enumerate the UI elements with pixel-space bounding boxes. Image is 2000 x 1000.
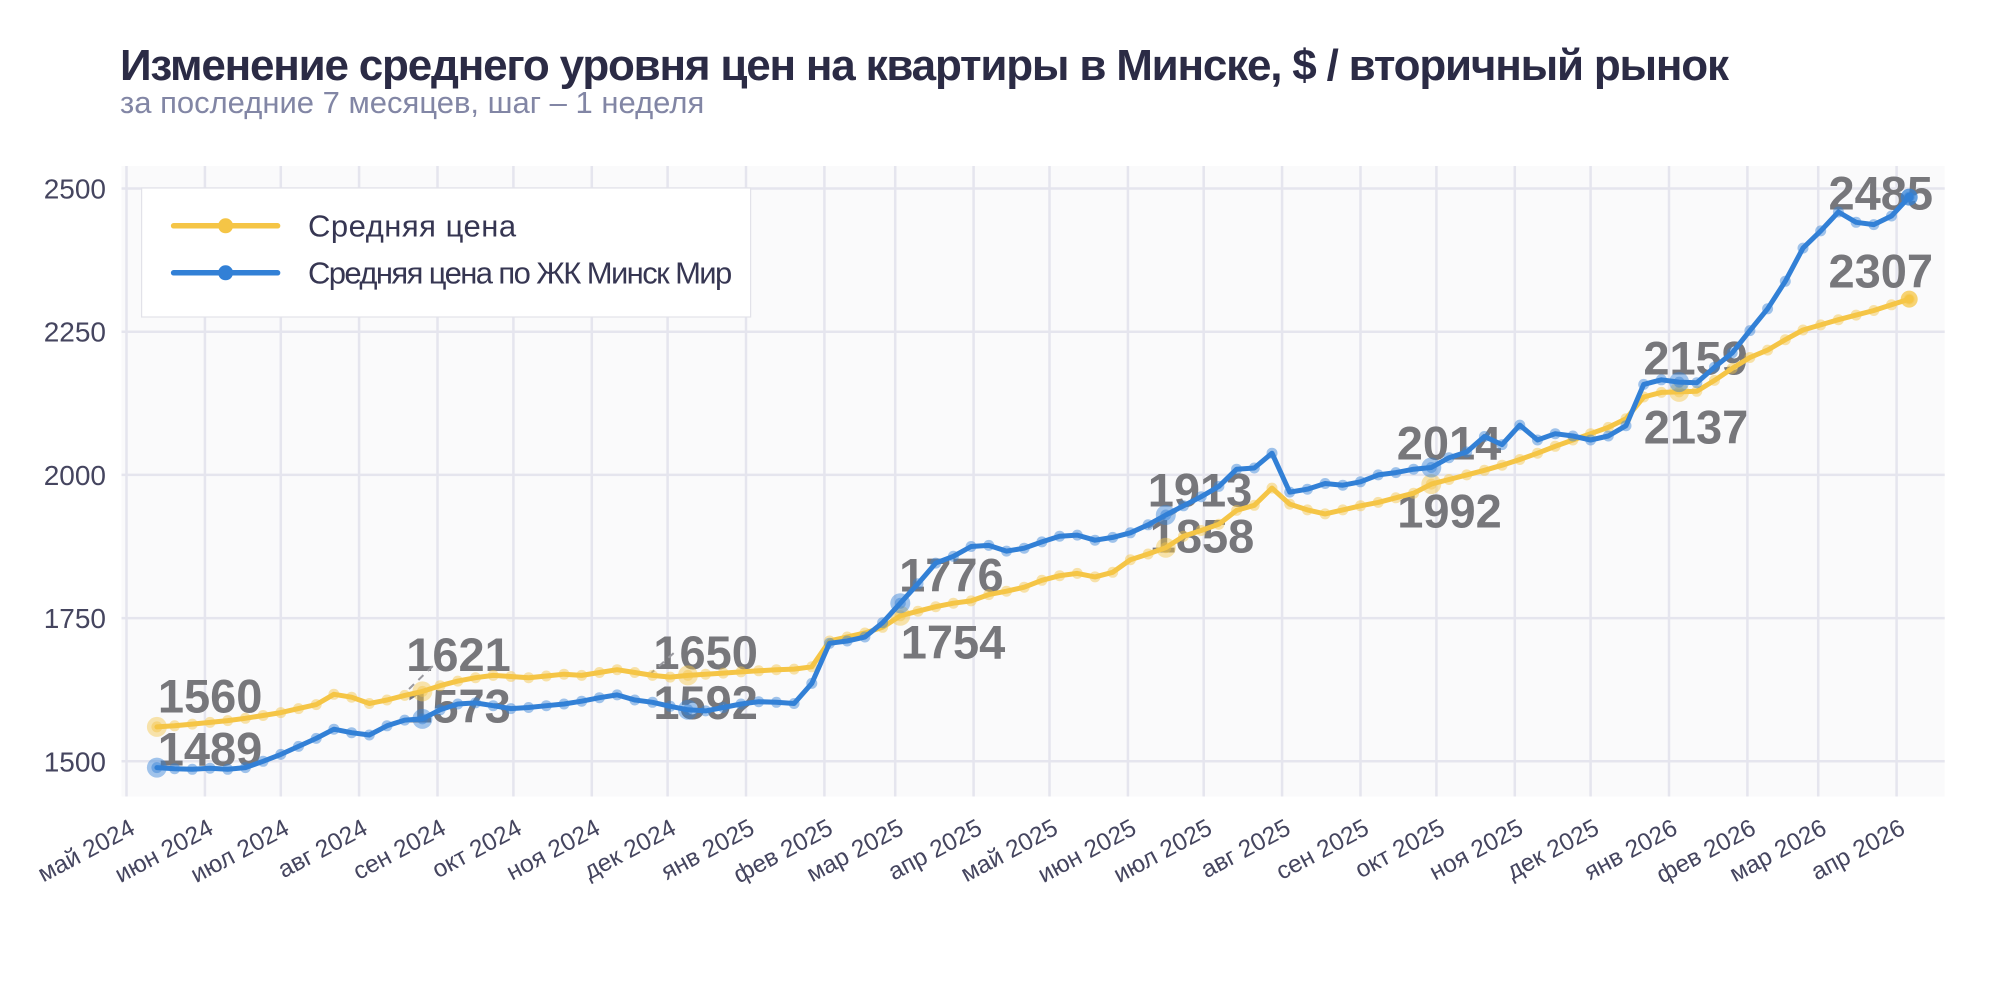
svg-text:1500: 1500 <box>44 746 106 777</box>
svg-text:Средняя цена: Средняя цена <box>308 209 517 244</box>
svg-text:2000: 2000 <box>44 460 106 491</box>
svg-text:2307: 2307 <box>1829 244 1934 297</box>
svg-text:1754: 1754 <box>901 616 1006 669</box>
svg-text:за последние 7 месяцев, шаг –: за последние 7 месяцев, шаг – 1 неделя <box>120 85 704 120</box>
svg-text:Изменение среднего уровня цен: Изменение среднего уровня цен на квартир… <box>120 41 1730 90</box>
svg-text:1560: 1560 <box>158 670 263 723</box>
svg-text:2137: 2137 <box>1644 401 1749 454</box>
svg-text:2250: 2250 <box>44 317 106 348</box>
svg-text:1858: 1858 <box>1150 510 1255 563</box>
svg-text:2014: 2014 <box>1397 417 1502 470</box>
svg-text:1621: 1621 <box>406 628 511 681</box>
svg-text:2159: 2159 <box>1643 332 1748 385</box>
svg-text:Средняя цена по ЖК Минск Мир: Средняя цена по ЖК Минск Мир <box>308 256 731 291</box>
svg-text:2500: 2500 <box>44 174 106 205</box>
svg-text:2485: 2485 <box>1829 166 1934 219</box>
svg-text:1750: 1750 <box>44 603 106 634</box>
